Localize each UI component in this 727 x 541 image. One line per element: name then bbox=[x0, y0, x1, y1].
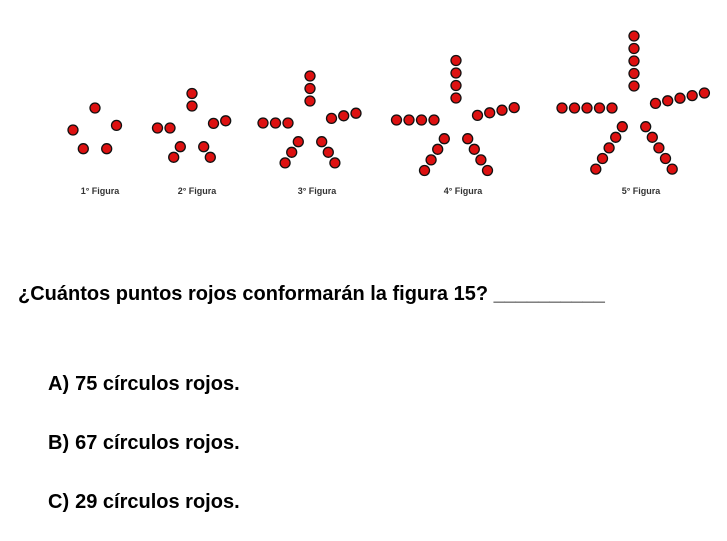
red-dot bbox=[304, 82, 316, 95]
red-dot bbox=[471, 109, 484, 122]
red-dot bbox=[649, 97, 662, 110]
red-dot bbox=[610, 131, 622, 143]
red-dot bbox=[67, 124, 79, 136]
question-text: ¿Cuántos puntos rojos conformarán la fig… bbox=[18, 283, 489, 305]
option-c-text: 29 círculos rojos. bbox=[75, 491, 240, 513]
red-dot bbox=[674, 92, 686, 104]
figure-3-label: 3° Figura bbox=[298, 186, 338, 196]
red-dot bbox=[432, 143, 444, 155]
red-dot bbox=[628, 42, 640, 55]
red-dot bbox=[204, 151, 216, 163]
red-dot bbox=[151, 122, 164, 134]
red-dot bbox=[590, 163, 602, 175]
red-dot bbox=[77, 143, 89, 155]
red-dot bbox=[593, 102, 606, 114]
option-a-text: 75 círculos rojos. bbox=[75, 373, 240, 395]
red-dot bbox=[450, 92, 462, 104]
red-dot bbox=[450, 54, 462, 67]
figure-1 bbox=[67, 102, 123, 155]
option-b-letter: B) bbox=[48, 432, 70, 454]
red-dot bbox=[438, 133, 450, 145]
red-dot bbox=[581, 102, 593, 114]
red-dot bbox=[292, 136, 304, 148]
red-dot bbox=[568, 102, 581, 114]
red-dot bbox=[286, 146, 298, 158]
red-dot bbox=[220, 115, 232, 127]
option-b-text: 67 círculos rojos. bbox=[75, 432, 240, 454]
red-dot bbox=[666, 163, 678, 175]
red-dot bbox=[168, 151, 180, 163]
answer-blank: __________ bbox=[493, 283, 605, 305]
option-a: A) 75 círculos rojos. bbox=[48, 373, 240, 396]
red-dot bbox=[496, 104, 508, 116]
option-c-letter: C) bbox=[48, 491, 70, 513]
red-dot bbox=[628, 30, 640, 42]
option-c: C) 29 círculos rojos. bbox=[48, 491, 240, 514]
red-dot bbox=[338, 110, 350, 122]
red-dot bbox=[425, 154, 437, 166]
red-dot bbox=[475, 154, 487, 166]
red-dot bbox=[89, 102, 101, 114]
red-dot bbox=[596, 152, 609, 165]
red-dot bbox=[698, 87, 711, 99]
red-dot bbox=[450, 67, 462, 79]
red-dot bbox=[101, 143, 113, 155]
red-dot bbox=[418, 164, 431, 177]
red-dot bbox=[198, 141, 210, 153]
red-dot bbox=[322, 146, 334, 158]
figure-3 bbox=[257, 70, 362, 169]
red-dot bbox=[316, 136, 328, 148]
red-dot bbox=[653, 142, 665, 154]
red-dot bbox=[174, 141, 186, 153]
red-dot bbox=[662, 95, 674, 107]
red-dot bbox=[257, 117, 269, 129]
red-dot bbox=[606, 102, 618, 114]
red-dot bbox=[616, 121, 628, 133]
red-dot bbox=[628, 67, 640, 80]
red-dot bbox=[207, 117, 220, 130]
red-dot bbox=[686, 89, 698, 102]
red-dot bbox=[390, 114, 403, 126]
figure-1-label: 1° Figura bbox=[81, 186, 121, 196]
red-dot bbox=[282, 117, 294, 129]
red-dot bbox=[325, 112, 338, 125]
figure-sequence: 1° Figura 2° Figura 3° Figura 4° Figura … bbox=[67, 30, 711, 196]
red-dot bbox=[415, 114, 428, 126]
red-dot bbox=[269, 117, 282, 129]
red-dot bbox=[628, 80, 640, 92]
figure-2 bbox=[151, 87, 232, 163]
red-dot bbox=[462, 133, 474, 145]
red-dot bbox=[450, 79, 462, 92]
red-dot bbox=[603, 142, 615, 154]
red-dot bbox=[556, 102, 568, 114]
red-dot bbox=[304, 95, 316, 107]
red-dot bbox=[350, 107, 362, 119]
red-dot bbox=[481, 164, 494, 177]
option-a-letter: A) bbox=[48, 373, 70, 395]
red-dot bbox=[304, 70, 316, 82]
red-dot bbox=[659, 152, 672, 165]
red-dot bbox=[279, 157, 291, 169]
red-dot bbox=[329, 157, 341, 169]
red-dot bbox=[646, 131, 658, 143]
figure-4 bbox=[390, 54, 520, 177]
red-dot bbox=[186, 87, 198, 100]
figure-4-label: 4° Figura bbox=[444, 186, 484, 196]
red-dot bbox=[164, 122, 176, 134]
red-dot bbox=[508, 101, 520, 114]
red-dot bbox=[428, 114, 440, 126]
red-dot bbox=[186, 100, 198, 112]
figure-5 bbox=[556, 30, 711, 175]
question: ¿Cuántos puntos rojos conformarán la fig… bbox=[18, 283, 605, 306]
option-b: B) 67 círculos rojos. bbox=[48, 432, 240, 455]
red-dot bbox=[628, 55, 640, 67]
red-dot bbox=[484, 107, 496, 119]
red-dot bbox=[110, 119, 123, 132]
red-dot bbox=[468, 143, 480, 155]
red-dot bbox=[403, 114, 415, 126]
figure-5-label: 5° Figura bbox=[622, 186, 662, 196]
figure-2-label: 2° Figura bbox=[178, 186, 218, 196]
red-dot bbox=[640, 121, 652, 133]
